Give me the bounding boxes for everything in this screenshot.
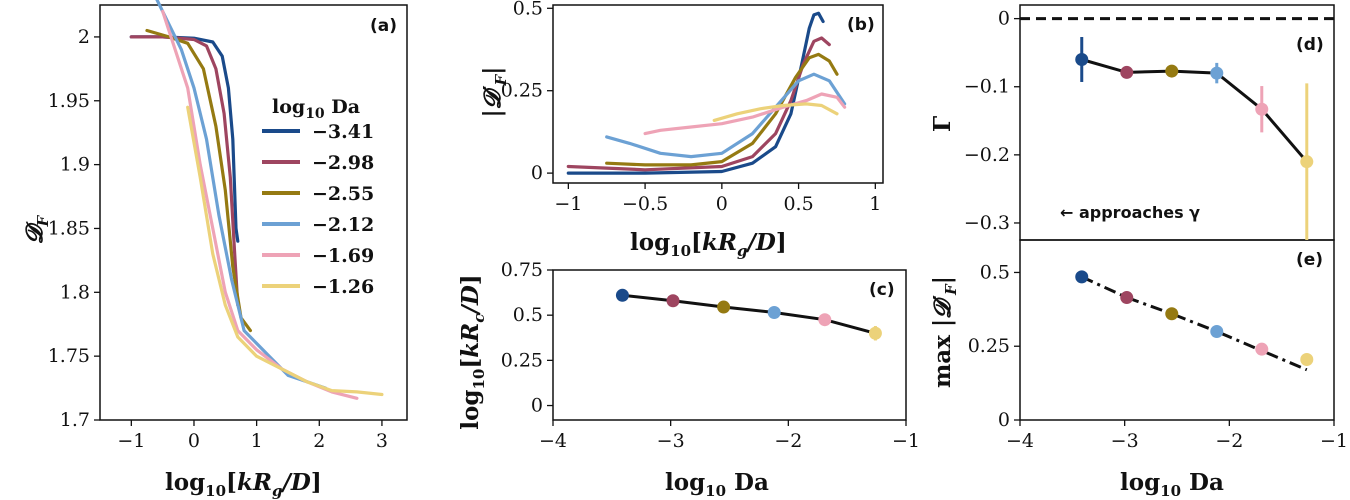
panel-c-point bbox=[767, 305, 781, 319]
panel-e-point bbox=[1165, 307, 1179, 321]
panel-a-ytick-label: 1.8 bbox=[60, 281, 90, 303]
panel-a-ytick-label: 2 bbox=[78, 26, 90, 48]
chart-marks: −1 0 1 2 3 1.7 1.75 1.8 1.85 1.9 1.95 2 −1 −0.5 0 0.5 1 0… bbox=[48, 0, 1348, 452]
panel-c-point bbox=[818, 313, 832, 327]
panel-a-xtick-label: −1 bbox=[117, 430, 145, 452]
panel-d-annotation: ← approaches γ bbox=[1060, 203, 1200, 222]
panel-e-ylabel: max |𝓓′F| bbox=[929, 276, 960, 388]
panel-b-xtick-label: 0 bbox=[716, 193, 728, 215]
legend-entry-3: −2.55 bbox=[312, 183, 374, 205]
panel-c-xtick-label: −1 bbox=[892, 430, 920, 452]
panel-a-ytick-label: 1.85 bbox=[48, 217, 90, 239]
panel-c-ylabel: log10[kRc/D] bbox=[457, 274, 488, 429]
panel-e-xtick-label: −2 bbox=[1215, 430, 1243, 452]
panel-e-trend-line bbox=[1081, 275, 1308, 372]
panel-a-series-line bbox=[155, 0, 328, 390]
panel-e-point bbox=[1075, 270, 1089, 284]
panel-d-ytick-label: −0.3 bbox=[964, 212, 1010, 234]
panel-e-xtick-label: −3 bbox=[1111, 430, 1139, 452]
panel-a-xlabel: log10[kRg/D] bbox=[165, 469, 322, 500]
panel-c-ytick-label: 0.75 bbox=[501, 259, 543, 281]
legend: log10 Da −3.41 −2.98 −2.55 −2.12 −1.69 −… bbox=[262, 96, 374, 298]
panel-b-xtick-label: 1 bbox=[869, 193, 881, 215]
panel-d-connect-line bbox=[1081, 58, 1308, 163]
legend-entry-2: −2.98 bbox=[312, 152, 374, 174]
panel-d-label: (d) bbox=[1296, 35, 1324, 55]
panel-b-ytick-label: 0.25 bbox=[501, 80, 543, 102]
panel-e-ytick-label: 0 bbox=[998, 409, 1010, 431]
panel-a-xtick-label: 2 bbox=[313, 430, 325, 452]
panel-b-series-line bbox=[566, 11, 825, 175]
panel-a-xtick-label: 1 bbox=[251, 430, 263, 452]
panel-d-point bbox=[1300, 155, 1314, 169]
panel-b-series-line bbox=[712, 102, 839, 123]
panel-e-ytick-label: 0.5 bbox=[980, 261, 1010, 283]
panel-e-xtick-label: −1 bbox=[1320, 430, 1348, 452]
panel-d-ytick-label: −0.1 bbox=[964, 76, 1010, 98]
panel-d-ytick-label: −0.2 bbox=[964, 144, 1010, 166]
panel-e-frame bbox=[1019, 239, 1335, 421]
panel-e-point bbox=[1255, 342, 1269, 356]
panel-a-ytick-label: 1.75 bbox=[48, 345, 90, 367]
panel-d-ylabel: Γ bbox=[929, 115, 956, 132]
panel-c-label: (c) bbox=[869, 280, 895, 300]
panel-c-point bbox=[717, 300, 731, 314]
panel-b-label: (b) bbox=[847, 15, 875, 35]
panel-a-ytick-label: 1.9 bbox=[60, 154, 90, 176]
panel-b-xtick-label: −1 bbox=[554, 193, 582, 215]
panel-b-xtick-label: 0.5 bbox=[783, 193, 813, 215]
panel-e-xlabel: log10 Da bbox=[1120, 469, 1224, 500]
panel-e-xtick-label: −4 bbox=[1006, 430, 1034, 452]
panel-d-point bbox=[1210, 66, 1224, 80]
panel-b-xtick-label: −0.5 bbox=[622, 193, 668, 215]
panel-c-point bbox=[666, 294, 680, 308]
panel-d-point bbox=[1075, 52, 1089, 66]
panel-b-series-line bbox=[643, 92, 847, 136]
panel-b-frame bbox=[552, 4, 884, 184]
panel-e-ytick-label: 0.25 bbox=[968, 335, 1010, 357]
panel-e-label: (e) bbox=[1296, 250, 1323, 270]
legend-entry-6: −1.26 bbox=[312, 276, 374, 298]
panel-d-point bbox=[1165, 64, 1179, 78]
panel-e-point bbox=[1210, 324, 1224, 338]
panel-b-series-line bbox=[605, 72, 847, 159]
panel-a-xtick-label: 0 bbox=[188, 430, 200, 452]
panel-d-point bbox=[1120, 65, 1134, 79]
panel-a-ylabel: 𝓓F bbox=[21, 215, 52, 245]
panel-c-point bbox=[868, 326, 882, 340]
panel-b-ytick-label: 0.5 bbox=[513, 0, 543, 19]
panel-c-xtick-label: −2 bbox=[774, 430, 802, 452]
panel-d-ytick-label: 0 bbox=[998, 8, 1010, 30]
panel-e-point bbox=[1300, 353, 1314, 367]
panel-e-point bbox=[1120, 291, 1134, 305]
panel-a-ytick-label: 1.95 bbox=[48, 90, 90, 112]
panel-c-connect-line bbox=[622, 293, 876, 335]
legend-entry-1: −3.41 bbox=[312, 121, 374, 143]
panel-b-ytick-label: 0 bbox=[531, 162, 543, 184]
panel-b-ylabel: |𝓓′F| bbox=[479, 66, 510, 117]
panel-a-xtick-label: 3 bbox=[376, 430, 388, 452]
panel-c-frame bbox=[552, 269, 907, 421]
panel-c-xtick-label: −3 bbox=[657, 430, 685, 452]
legend-title: log10 Da bbox=[272, 96, 360, 122]
legend-entry-4: −2.12 bbox=[312, 214, 374, 236]
panel-a-series-line bbox=[129, 35, 240, 243]
panel-c-xtick-label: −4 bbox=[539, 430, 567, 452]
panel-c-xlabel: log10 Da bbox=[665, 469, 769, 500]
panel-c-ytick-label: 0.5 bbox=[513, 304, 543, 326]
panel-a-frame bbox=[99, 4, 408, 421]
panel-c-ytick-label: 0 bbox=[531, 395, 543, 417]
panel-c-ytick-label: 0.25 bbox=[501, 349, 543, 371]
panel-b-series-line bbox=[605, 52, 839, 167]
panel-a-series-line bbox=[186, 105, 384, 397]
panel-a-ytick-label: 1.7 bbox=[60, 409, 90, 431]
panel-a-label: (a) bbox=[370, 16, 397, 36]
panel-b-series-line bbox=[566, 36, 831, 172]
panel-c-point bbox=[615, 288, 629, 302]
panel-b-xlabel: log10[kRg/D] bbox=[630, 229, 787, 260]
legend-entry-5: −1.69 bbox=[312, 245, 374, 267]
panel-d-point bbox=[1255, 102, 1269, 116]
